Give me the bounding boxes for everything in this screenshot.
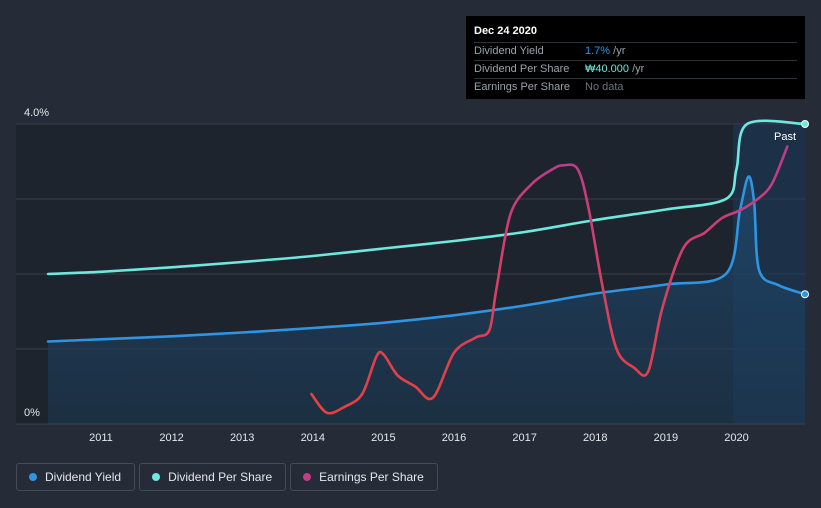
dividend-per-share-end-marker <box>801 120 809 128</box>
legend-dot-icon <box>152 473 161 481</box>
tooltip-key: Dividend Per Share <box>474 63 570 75</box>
x-tick-label: 2017 <box>512 432 536 444</box>
x-tick-label: 2012 <box>159 432 183 444</box>
dividend-yield-area <box>48 176 805 424</box>
x-tick-label: 2013 <box>230 432 254 444</box>
tooltip-row-earnings-per-share: Earnings Per Share No data <box>474 78 797 96</box>
legend-item-dividend-per-share[interactable]: Dividend Per Share <box>139 463 287 491</box>
tooltip-key: Dividend Yield <box>474 45 544 57</box>
tooltip-unit: /yr <box>629 63 645 75</box>
tooltip-key: Earnings Per Share <box>474 81 570 93</box>
y-tick-bottom: 0% <box>24 407 40 419</box>
x-tick-label: 2019 <box>654 432 678 444</box>
dividend-per-share-line <box>46 119 807 276</box>
tooltip-unit: /yr <box>610 45 626 57</box>
dividend-yield-line <box>46 175 807 343</box>
x-tick-label: 2014 <box>301 432 325 444</box>
legend-label: Dividend Yield <box>45 470 122 484</box>
legend-label: Dividend Per Share <box>168 470 273 484</box>
x-tick-label: 2011 <box>89 432 113 444</box>
x-tick-label: 2016 <box>442 432 466 444</box>
x-tick-label: 2020 <box>724 432 748 444</box>
tooltip-row-dividend-yield: Dividend Yield 1.7% /yr <box>474 42 797 60</box>
legend: Dividend Yield Dividend Per Share Earnin… <box>16 463 438 491</box>
tooltip-row-dividend-per-share: Dividend Per Share ₩40.000 /yr <box>474 60 797 78</box>
legend-dot-icon <box>303 473 312 481</box>
past-label: Past <box>774 131 796 143</box>
legend-dot-icon <box>29 473 37 481</box>
legend-item-dividend-yield[interactable]: Dividend Yield <box>16 463 136 491</box>
y-tick-top: 4.0% <box>24 107 49 119</box>
x-axis: 2011 2012 2013 2014 2015 2016 2017 2018 2019 2020 <box>89 432 749 444</box>
legend-item-earnings-per-share[interactable]: Earnings Per Share <box>290 463 438 491</box>
dividend-yield-end-marker <box>801 290 809 299</box>
legend-label: Earnings Per Share <box>319 470 424 484</box>
earnings-per-share-line <box>310 145 789 415</box>
tooltip: Dec 24 2020 Dividend Yield 1.7% /yr Divi… <box>466 16 805 99</box>
tooltip-value: 1.7% <box>585 45 611 57</box>
tooltip-value: ₩40.000 <box>585 63 630 75</box>
tooltip-date: Dec 24 2020 <box>474 25 537 37</box>
tooltip-value: No data <box>585 81 624 93</box>
x-tick-label: 2018 <box>583 432 607 444</box>
x-tick-label: 2015 <box>371 432 395 444</box>
